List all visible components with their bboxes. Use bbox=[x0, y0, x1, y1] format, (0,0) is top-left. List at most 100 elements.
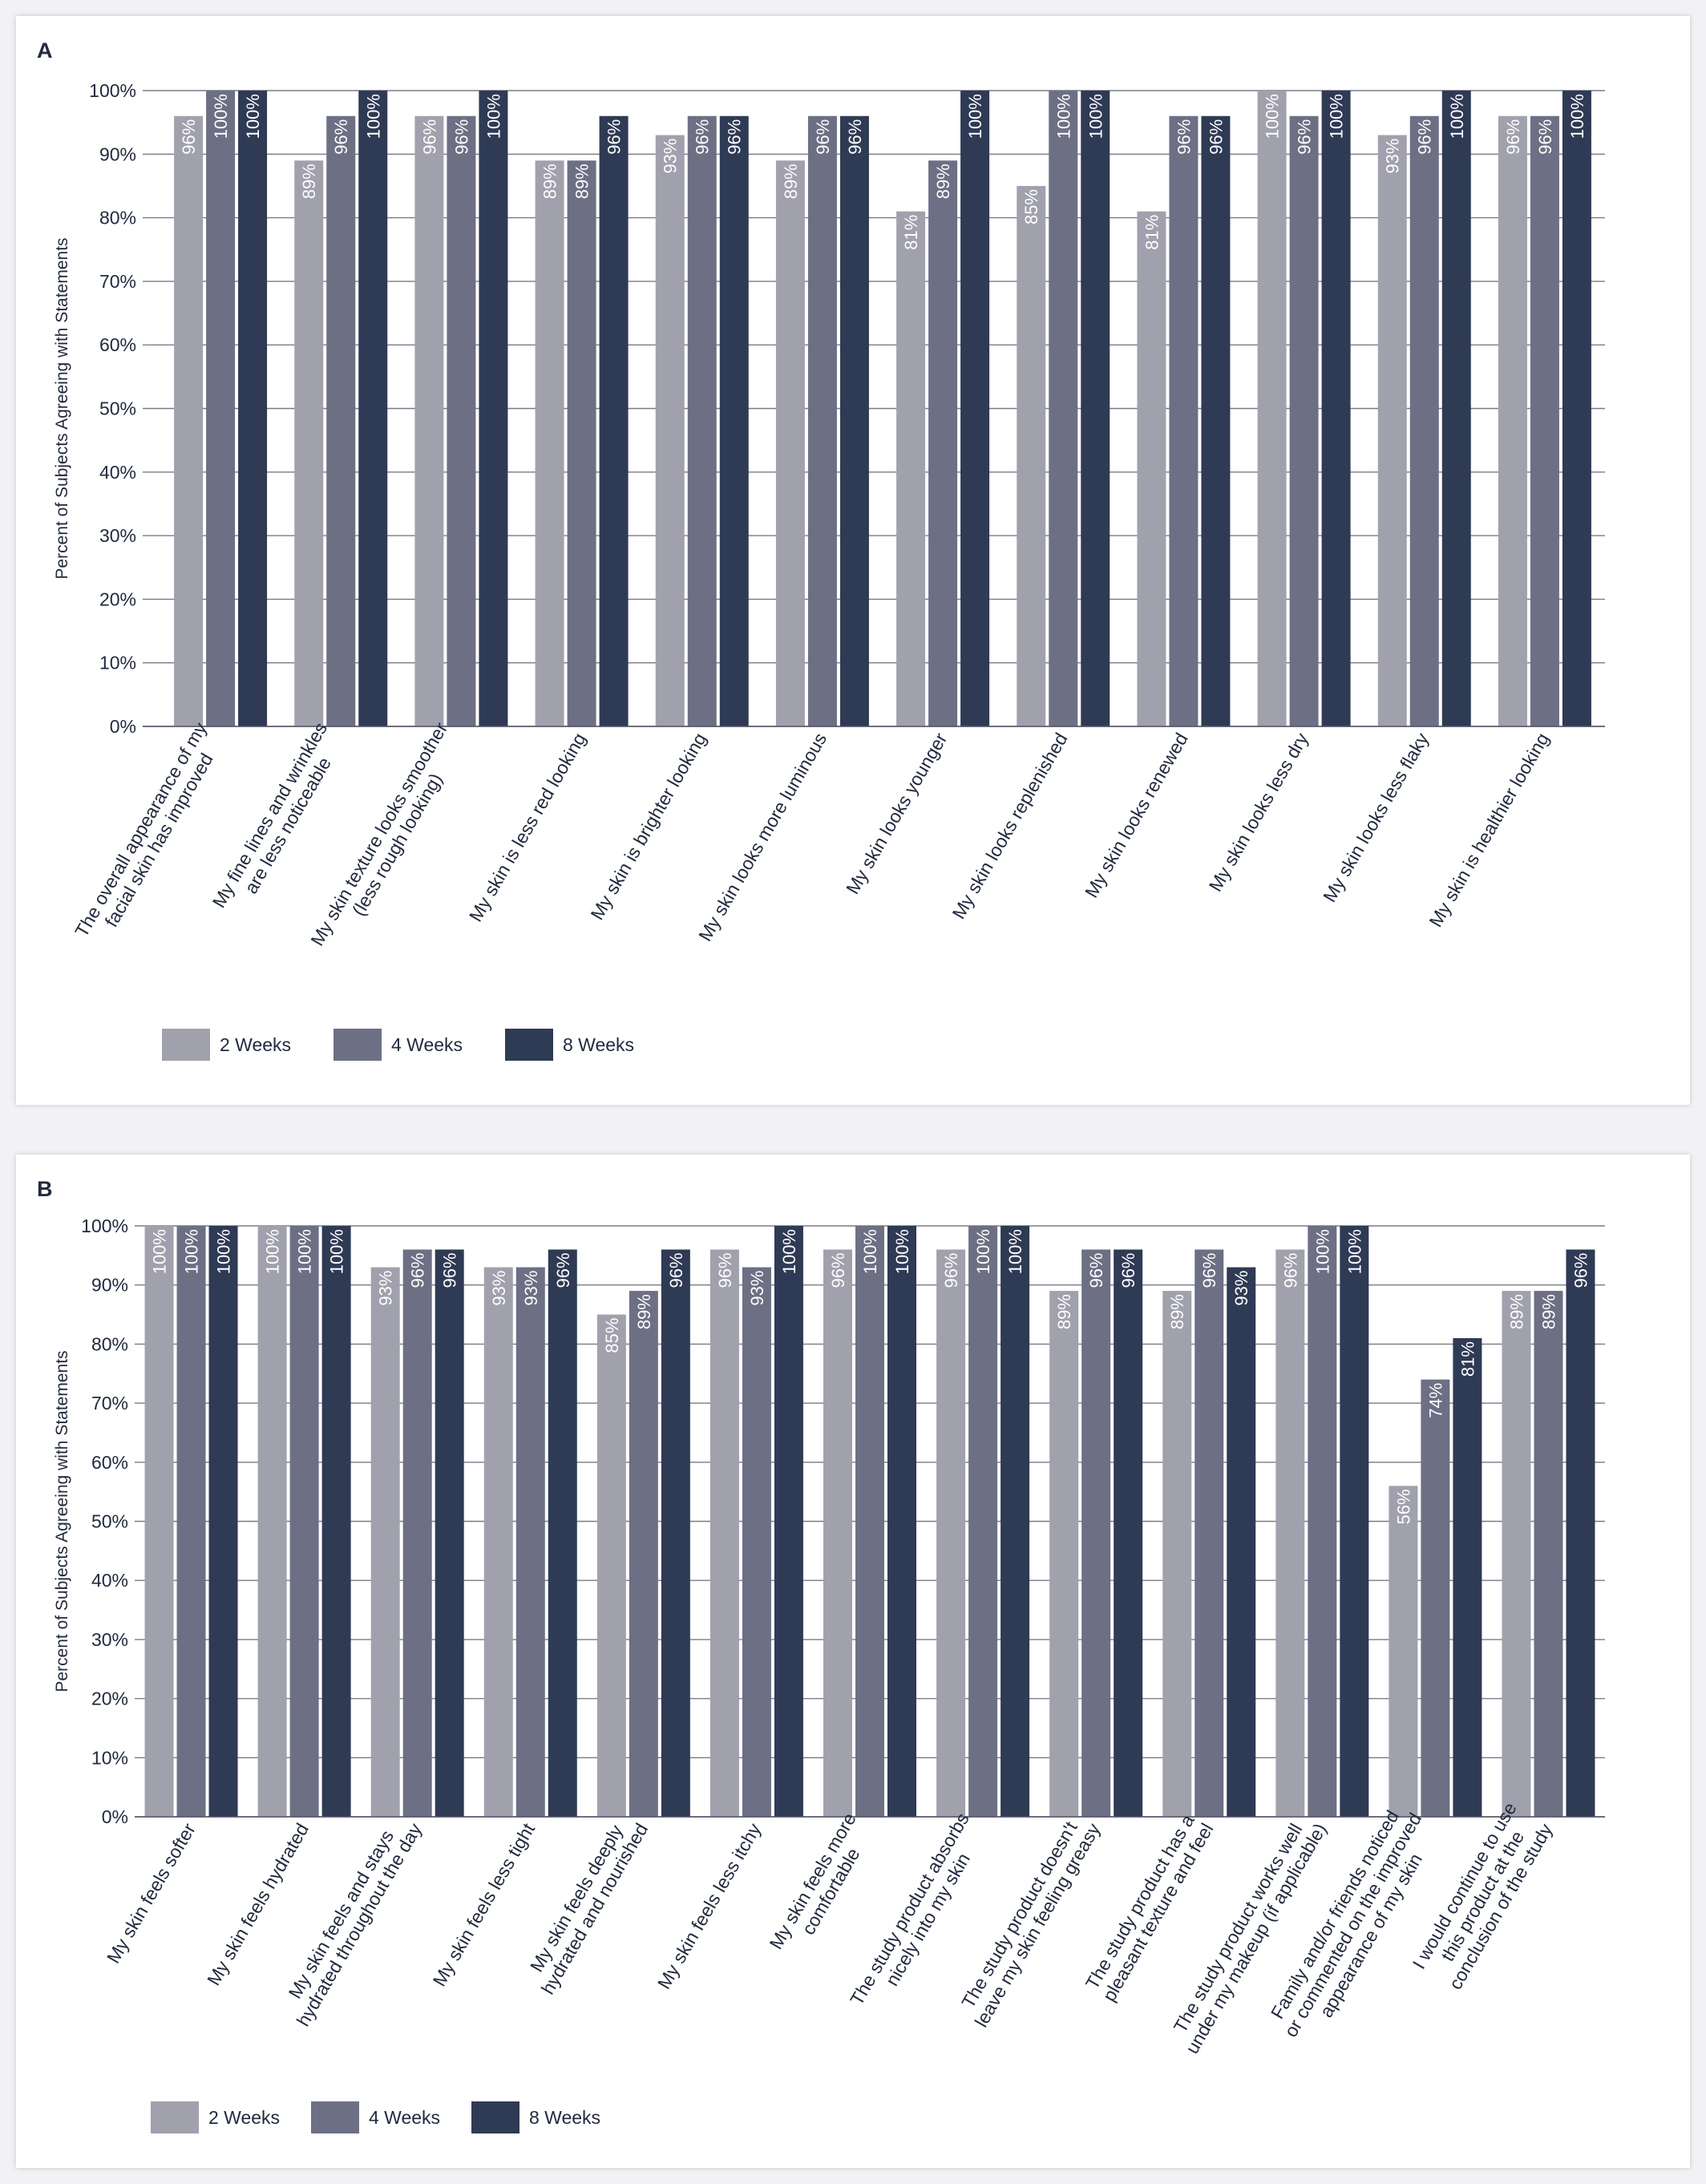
y-tick-label: 0% bbox=[110, 716, 136, 737]
bar bbox=[174, 115, 204, 727]
bar bbox=[257, 1226, 287, 1817]
bar bbox=[358, 91, 388, 726]
bar bbox=[709, 1249, 739, 1817]
bar-value-label: 96% bbox=[828, 1252, 848, 1288]
x-category-label: My skin is less red looking bbox=[465, 730, 590, 925]
x-category-label: My skin feels hydrated bbox=[203, 1820, 313, 1989]
bar bbox=[1321, 91, 1351, 726]
chart-panel-b: B 0% 10% 20% 30% 40% 50% 60% 70% 80% 90% 100% Percen… bbox=[16, 1155, 1690, 2168]
bar bbox=[839, 115, 869, 727]
x-category-label: I would continue to usethis product at t… bbox=[1409, 1799, 1557, 1994]
bar bbox=[1530, 115, 1559, 727]
bar bbox=[599, 115, 629, 727]
y-tick-label: 30% bbox=[99, 525, 136, 546]
bar bbox=[479, 91, 508, 726]
x-category-label: My skin looks younger bbox=[842, 729, 951, 897]
x-category-label-line: My skin feels less tight bbox=[429, 1819, 540, 1990]
y-tick-label: 10% bbox=[99, 653, 136, 673]
bar-value-label: 96% bbox=[1118, 1252, 1138, 1288]
y-tick-label: 20% bbox=[99, 588, 136, 609]
bar-value-label: 93% bbox=[376, 1271, 396, 1306]
bar bbox=[596, 1314, 626, 1817]
legend-swatch bbox=[471, 2101, 519, 2133]
bar bbox=[807, 115, 837, 727]
bar bbox=[1562, 91, 1591, 726]
y-tick-label: 0% bbox=[102, 1806, 128, 1827]
y-tick-label: 100% bbox=[81, 1215, 128, 1236]
y-tick-label: 90% bbox=[99, 144, 136, 164]
x-category-label: My skin looks less dry bbox=[1205, 729, 1313, 895]
y-tick-label: 10% bbox=[91, 1747, 128, 1768]
x-category-label-line: The overall appearance of my bbox=[71, 718, 211, 940]
bar-value-label: 96% bbox=[419, 119, 439, 155]
x-category-label-line: My skin looks less dry bbox=[1205, 729, 1313, 895]
bar bbox=[719, 115, 749, 727]
y-axis-label: Percent of Subjects Agreeing with Statem… bbox=[53, 1350, 71, 1692]
bar bbox=[1275, 1249, 1305, 1817]
x-category-label-line: The study product doesn't bbox=[957, 1818, 1081, 2012]
bar-value-label: 96% bbox=[1174, 119, 1194, 155]
bar-value-label: 100% bbox=[1344, 1229, 1364, 1274]
bar-value-label: 100% bbox=[182, 1229, 202, 1274]
bar bbox=[515, 1267, 545, 1817]
bar-value-label: 93% bbox=[521, 1271, 541, 1306]
bar bbox=[1017, 185, 1046, 726]
bar-value-label: 96% bbox=[1535, 119, 1555, 155]
bar-value-label: 96% bbox=[1503, 119, 1523, 155]
y-tick-label: 60% bbox=[91, 1452, 128, 1473]
legend-swatch bbox=[151, 2101, 199, 2133]
y-tick-label: 60% bbox=[99, 334, 136, 355]
legend-label: 4 Weeks bbox=[391, 1034, 463, 1055]
bar bbox=[447, 115, 476, 727]
bar-value-label: 100% bbox=[363, 94, 383, 139]
bar-value-label: 100% bbox=[1085, 94, 1106, 139]
bar bbox=[655, 135, 685, 726]
bar bbox=[887, 1226, 916, 1817]
legend-label: 8 Weeks bbox=[529, 2107, 600, 2128]
bar bbox=[1227, 1267, 1256, 1817]
x-category-label-line: My skin is brighter looking bbox=[586, 730, 710, 924]
chart-panel-a: A 0% 10% 20% 30% 40% 50% 60% 70% 80% 90% 100% Percen… bbox=[16, 16, 1690, 1105]
bar-value-label: 96% bbox=[693, 119, 713, 155]
bar-value-label: 93% bbox=[1383, 139, 1403, 174]
bar-value-label: 93% bbox=[661, 139, 681, 174]
bar-value-label: 100% bbox=[860, 1229, 880, 1274]
bar-value-label: 100% bbox=[1053, 94, 1073, 139]
bar bbox=[742, 1267, 771, 1817]
bar bbox=[176, 1226, 206, 1817]
bar-value-label: 100% bbox=[1327, 94, 1347, 139]
bar bbox=[289, 1226, 319, 1817]
bar-value-label: 89% bbox=[933, 164, 953, 199]
bar-value-label: 81% bbox=[901, 215, 921, 250]
bar bbox=[1502, 1291, 1531, 1817]
bar-value-label: 96% bbox=[1415, 119, 1435, 155]
bar-value-label: 100% bbox=[295, 1229, 315, 1274]
x-category-label: My skin feels less itchy bbox=[653, 1819, 766, 1992]
bar bbox=[326, 115, 356, 727]
x-category-label: My skin feels less tight bbox=[429, 1819, 540, 1990]
bar-value-label: 89% bbox=[572, 164, 592, 199]
bar bbox=[661, 1249, 690, 1817]
legend-swatch bbox=[311, 2101, 359, 2133]
chart-b-svg: B 0% 10% 20% 30% 40% 50% 60% 70% 80% 90% 100% Percen… bbox=[37, 1177, 1605, 2133]
bar-value-label: 96% bbox=[845, 119, 865, 155]
bar-value-label: 100% bbox=[211, 94, 231, 139]
y-tick-label: 50% bbox=[99, 398, 136, 419]
chart-a-svg: A 0% 10% 20% 30% 40% 50% 60% 70% 80% 90% 100% Percen… bbox=[37, 38, 1605, 1061]
bar-value-label: 96% bbox=[813, 119, 833, 155]
bar bbox=[1498, 115, 1527, 727]
bar bbox=[936, 1249, 966, 1817]
bar-value-label: 100% bbox=[965, 94, 985, 139]
bar-value-label: 85% bbox=[602, 1318, 622, 1353]
bar-value-label: 89% bbox=[781, 164, 801, 199]
bar bbox=[1201, 115, 1231, 727]
bar-value-label: 100% bbox=[1567, 94, 1587, 139]
y-tick-label: 100% bbox=[89, 80, 136, 101]
bar bbox=[1081, 1249, 1111, 1817]
bar-value-label: 96% bbox=[553, 1252, 573, 1288]
bar-value-label: 93% bbox=[489, 1271, 509, 1306]
y-tick-label: 40% bbox=[99, 462, 136, 483]
bar-value-label: 56% bbox=[1393, 1489, 1413, 1524]
bar-value-label: 100% bbox=[1263, 94, 1283, 139]
bar bbox=[1308, 1226, 1337, 1817]
